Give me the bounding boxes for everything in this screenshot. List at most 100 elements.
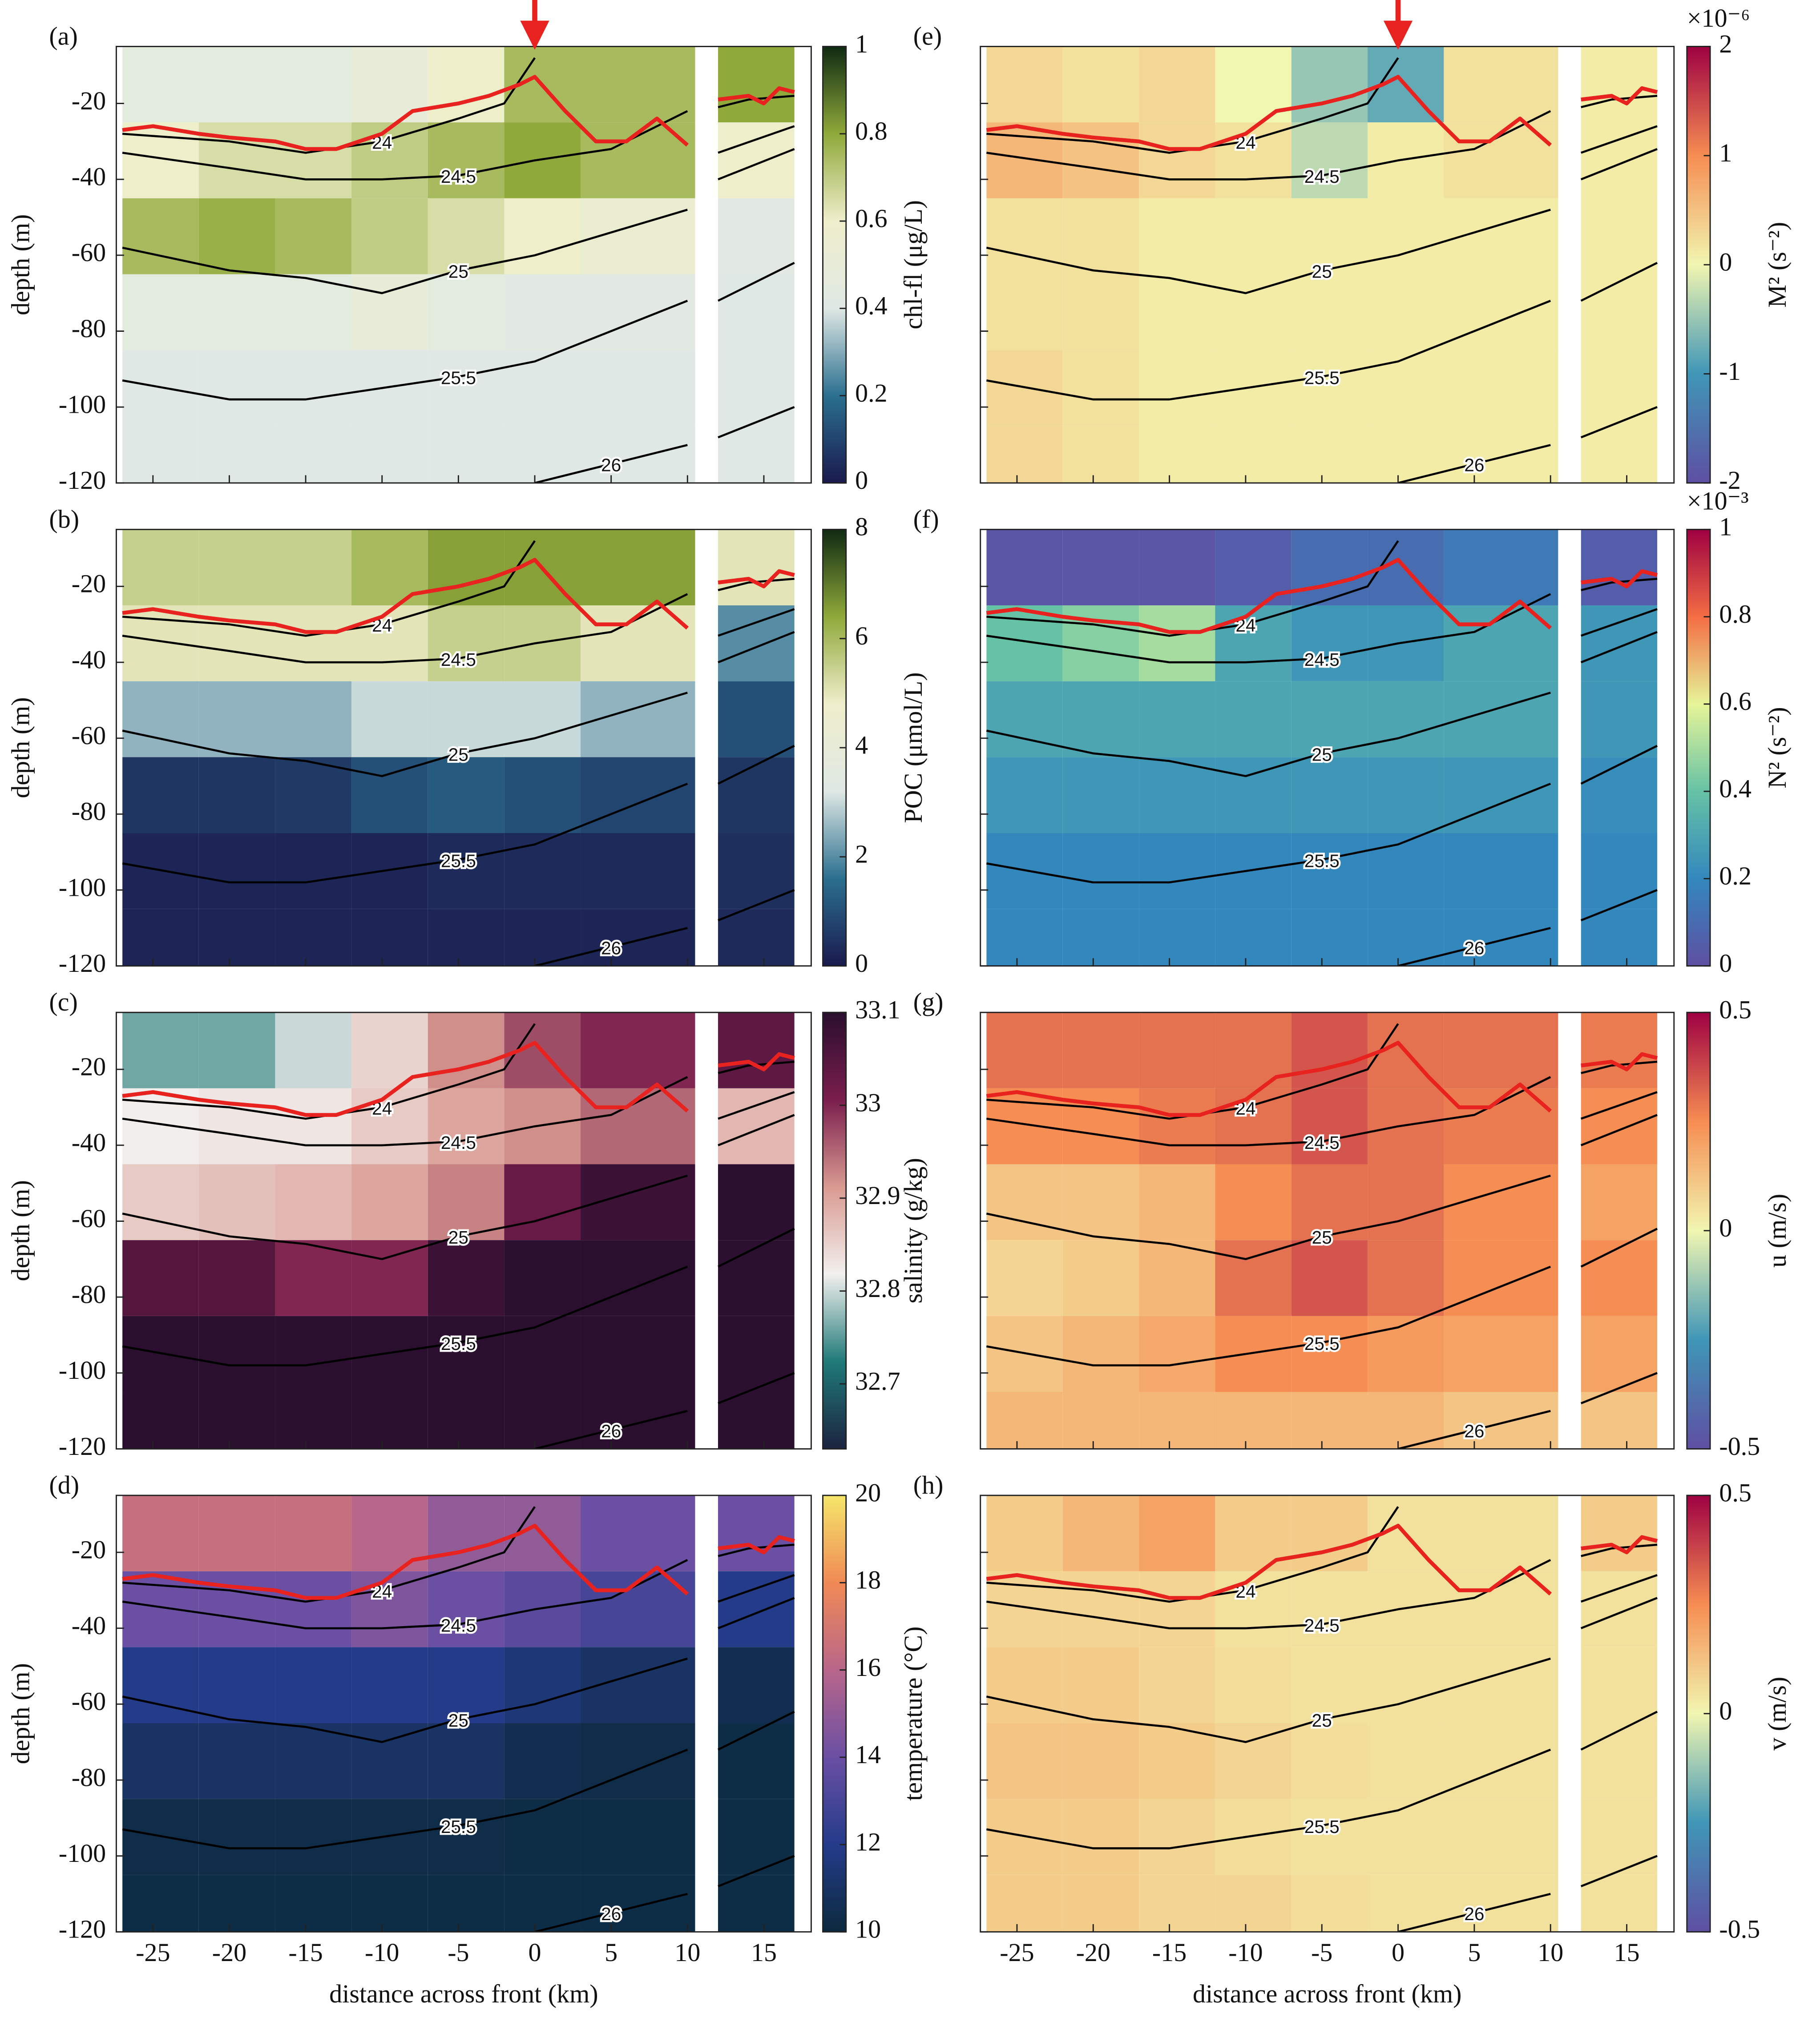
heatmap-cell [1291,757,1368,834]
heatmap-cell [504,909,581,966]
colorbar-tick-label: 12 [855,1827,881,1856]
heatmap-cell [986,529,1063,606]
heatmap-cell [351,1088,428,1164]
heatmap-cell [718,1240,795,1316]
colorbar-tick-label: 33.1 [855,995,900,1024]
x-tick-label: 0 [1392,1938,1404,1967]
heatmap-cell [1139,1723,1215,1799]
heatmap-cell [122,1495,199,1571]
y-tick-label: -100 [59,873,106,902]
heatmap-cell [1368,274,1444,350]
colorbar-tick-label: 6 [855,621,868,650]
heatmap-cell [1215,274,1291,350]
heatmap-cell [986,1012,1063,1088]
colorbar-tick-label: 18 [855,1566,881,1595]
heatmap-cell [504,1164,581,1241]
heatmap-cell [1291,426,1368,483]
heatmap-cell [428,529,504,606]
heatmap-cell [351,1875,428,1932]
heatmap-cell [1062,46,1139,123]
heatmap-cell [122,274,199,350]
heatmap-cell [351,1316,428,1392]
x-tick-label: 5 [1468,1938,1481,1967]
heatmap-cell [581,1012,695,1088]
heatmap-cell [198,681,275,757]
heatmap-cell [1291,1164,1368,1241]
heatmap-cell [718,274,795,350]
heatmap-cell [1139,198,1215,274]
panel-label: (g) [913,987,944,1016]
x-tick-label: -15 [1152,1938,1186,1967]
heatmap-cell [351,1164,428,1241]
heatmap-cell [1139,1875,1215,1932]
heatmap-cell [275,681,352,757]
density-contour [1398,1855,1658,1932]
heatmap-cell [428,757,504,834]
density-contour [986,540,1658,637]
colorbar-label: v (m/s) [1763,1677,1792,1751]
heatmap-cell [198,1723,275,1799]
mixed-layer-line [986,1041,1658,1117]
x-tick-label: -5 [1311,1938,1332,1967]
heatmap-cell [1139,1392,1215,1449]
heatmap-cell [1581,122,1658,198]
heatmap-cell [275,1495,352,1571]
colorbar-tick-label: 1 [1719,138,1732,167]
colorbar-tick-label: -2 [1719,466,1740,495]
heatmap-cell [428,1392,504,1449]
heatmap-cell [1139,1164,1215,1241]
heatmap-cell [1581,1571,1658,1647]
contour-label: 24.5 [441,649,476,670]
heatmap-cell [718,198,795,274]
plot-frame [980,1011,1675,1450]
heatmap-cell [718,1875,795,1932]
heatmap-cell [504,350,581,426]
colorbar-tick-label: 0.5 [1719,1478,1751,1507]
heatmap-cell [1139,1088,1215,1164]
heatmap-cell [718,1495,795,1571]
heatmap-cell [198,1799,275,1875]
contour-label: 25 [1312,1710,1332,1731]
heatmap-cell [1581,46,1658,123]
heatmap-cell [1291,833,1368,909]
heatmap-cell [718,122,795,198]
heatmap-cell [1581,1392,1658,1449]
heatmap-cell [1062,1392,1139,1449]
density-contour [1398,1372,1658,1449]
heatmap-cell [718,1723,795,1799]
heatmap-cell [275,198,352,274]
heatmap-cell [1368,1875,1444,1932]
heatmap-cell [198,757,275,834]
contour-label: 26 [1464,1904,1484,1924]
heatmap-cell [1291,529,1368,606]
colorbar-tick-label: 20 [855,1478,881,1507]
heatmap-cell [504,198,581,274]
x-tick-label: 10 [674,1938,700,1967]
colorbar-tick-label: 8 [855,512,868,541]
heatmap-cell [351,833,428,909]
heatmap-cell [198,1392,275,1449]
heatmap-cell [1215,1799,1291,1875]
colorbar-tick-label: 0 [1719,1213,1732,1242]
density-contour [534,1372,795,1449]
contour-label: 25.5 [441,1817,476,1837]
x-tick-label: -25 [1000,1938,1034,1967]
heatmap-cell [1139,1316,1215,1392]
heatmap-cell [504,1088,581,1164]
colorbar-scale: ×10⁻⁶ [1687,4,1750,32]
heatmap-cell [1444,833,1558,909]
heatmap-cell [718,350,795,426]
heatmap-cell [1368,1723,1444,1799]
mixed-layer-line [986,1523,1658,1600]
density-contour [1398,889,1658,966]
x-tick-label: 15 [751,1938,777,1967]
heatmap-cell [1291,1012,1368,1088]
heatmap-cell [351,681,428,757]
heatmap-cell [198,1012,275,1088]
y-tick-label: -60 [72,238,106,267]
heatmap-cell [1062,1875,1139,1932]
heatmap-cell [1444,350,1558,426]
heatmap-cell [986,1240,1063,1316]
mixed-layer-line [122,1523,795,1600]
